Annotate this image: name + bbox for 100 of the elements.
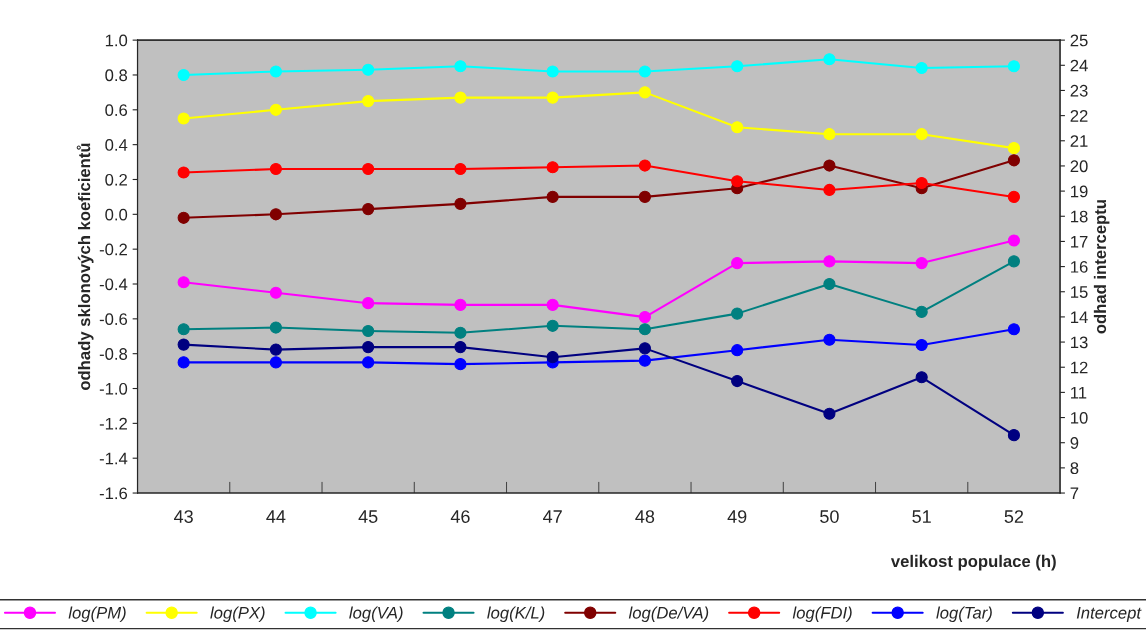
legend-label: log(Tar) (936, 606, 992, 622)
point (454, 162, 467, 176)
x-tick-label: 51 (912, 510, 931, 523)
point (362, 297, 375, 310)
y-tick-label: -1.6 (99, 487, 128, 500)
y2-tick-label: 17 (1071, 236, 1088, 248)
x-tick-label: 49 (727, 510, 747, 523)
point (454, 298, 467, 311)
point (177, 166, 190, 179)
x-tick-label: 45 (358, 510, 378, 523)
point (177, 356, 190, 369)
point (1007, 60, 1020, 73)
y-tick-label: 0.8 (105, 69, 128, 82)
legend-label: log(FDI) (792, 606, 852, 622)
x-tick-label: 43 (174, 510, 193, 523)
y2-tick-label: 12 (1071, 361, 1088, 374)
y2-tick-label: 8 (1070, 462, 1079, 475)
y2-tick-label: 19 (1071, 185, 1088, 198)
point (546, 190, 559, 203)
legend-label: Intercept (1076, 607, 1142, 622)
legend-label: log(VA) (349, 606, 403, 622)
point (638, 65, 651, 78)
point (1007, 190, 1020, 203)
point (915, 61, 928, 75)
point (546, 161, 559, 174)
point (638, 354, 651, 367)
point (362, 324, 375, 338)
y2-tick-label: 11 (1071, 386, 1087, 399)
point (638, 323, 651, 336)
point (823, 333, 836, 346)
point (177, 211, 190, 224)
x-axis-title: velikost populace (h) (890, 554, 1056, 571)
point (731, 374, 744, 388)
point (1007, 142, 1020, 155)
point (362, 341, 375, 354)
point (454, 91, 467, 104)
point (638, 311, 651, 324)
y2-tick-label: 25 (1070, 34, 1088, 47)
point (177, 68, 190, 82)
point (823, 53, 836, 66)
y-tick-label: 0.2 (105, 173, 127, 186)
y-tick-label: -1.0 (99, 382, 128, 395)
y2-tick-label: 15 (1071, 286, 1088, 298)
y-axis-title: odhady sklonových koeficientů (76, 143, 94, 391)
point (915, 128, 928, 141)
point (546, 319, 559, 332)
y2-tick-label: 24 (1070, 59, 1088, 72)
point (269, 103, 282, 116)
y-tick-label: 1.0 (105, 34, 128, 47)
y-tick-label: -1.4 (99, 452, 128, 465)
point (638, 86, 651, 99)
point (546, 91, 559, 104)
point (731, 121, 744, 134)
x-tick-label: 46 (450, 510, 470, 523)
point (269, 356, 282, 369)
y2-tick-label: 21 (1070, 135, 1088, 147)
y2-tick-label: 22 (1070, 110, 1088, 122)
point (546, 298, 559, 311)
point (823, 255, 836, 268)
point (638, 159, 651, 172)
point (731, 175, 744, 188)
point (915, 176, 928, 190)
x-tick-label: 48 (635, 510, 655, 523)
point (362, 95, 375, 108)
point (362, 162, 375, 176)
point (454, 326, 467, 339)
x-tick-label: 52 (1004, 510, 1024, 523)
point (177, 276, 190, 289)
x-tick-label: 50 (820, 510, 839, 523)
y-tick-label: 0.6 (105, 104, 128, 117)
point (638, 342, 651, 355)
legend-label: log(De/VA) (628, 606, 709, 622)
point (915, 305, 928, 318)
y2-axis-title: odhad interceptu (1093, 200, 1110, 334)
point (269, 208, 282, 221)
point (731, 257, 744, 270)
y-tick-label: -0.8 (99, 348, 128, 360)
point (454, 197, 467, 210)
y-tick-label: 0.0 (105, 208, 128, 221)
point (269, 343, 282, 356)
point (823, 183, 836, 197)
point (1007, 323, 1020, 336)
x-tick-label: 44 (266, 510, 286, 523)
y2-tick-label: 9 (1070, 437, 1079, 449)
legend-label: log(PX) (210, 606, 265, 622)
point (269, 286, 282, 299)
point (1007, 429, 1020, 442)
point (269, 321, 282, 334)
legend-label: log(K/L) (487, 606, 545, 622)
y-tick-label: -0.4 (99, 278, 128, 291)
point (546, 65, 559, 78)
point (823, 128, 836, 141)
y-tick-label: -0.2 (99, 243, 127, 256)
y2-tick-label: 7 (1070, 487, 1079, 500)
legend-label: log(PM) (68, 606, 126, 622)
point (731, 344, 744, 357)
y2-tick-label: 13 (1071, 336, 1088, 349)
point (362, 203, 375, 216)
point (177, 338, 190, 351)
point (638, 190, 651, 203)
